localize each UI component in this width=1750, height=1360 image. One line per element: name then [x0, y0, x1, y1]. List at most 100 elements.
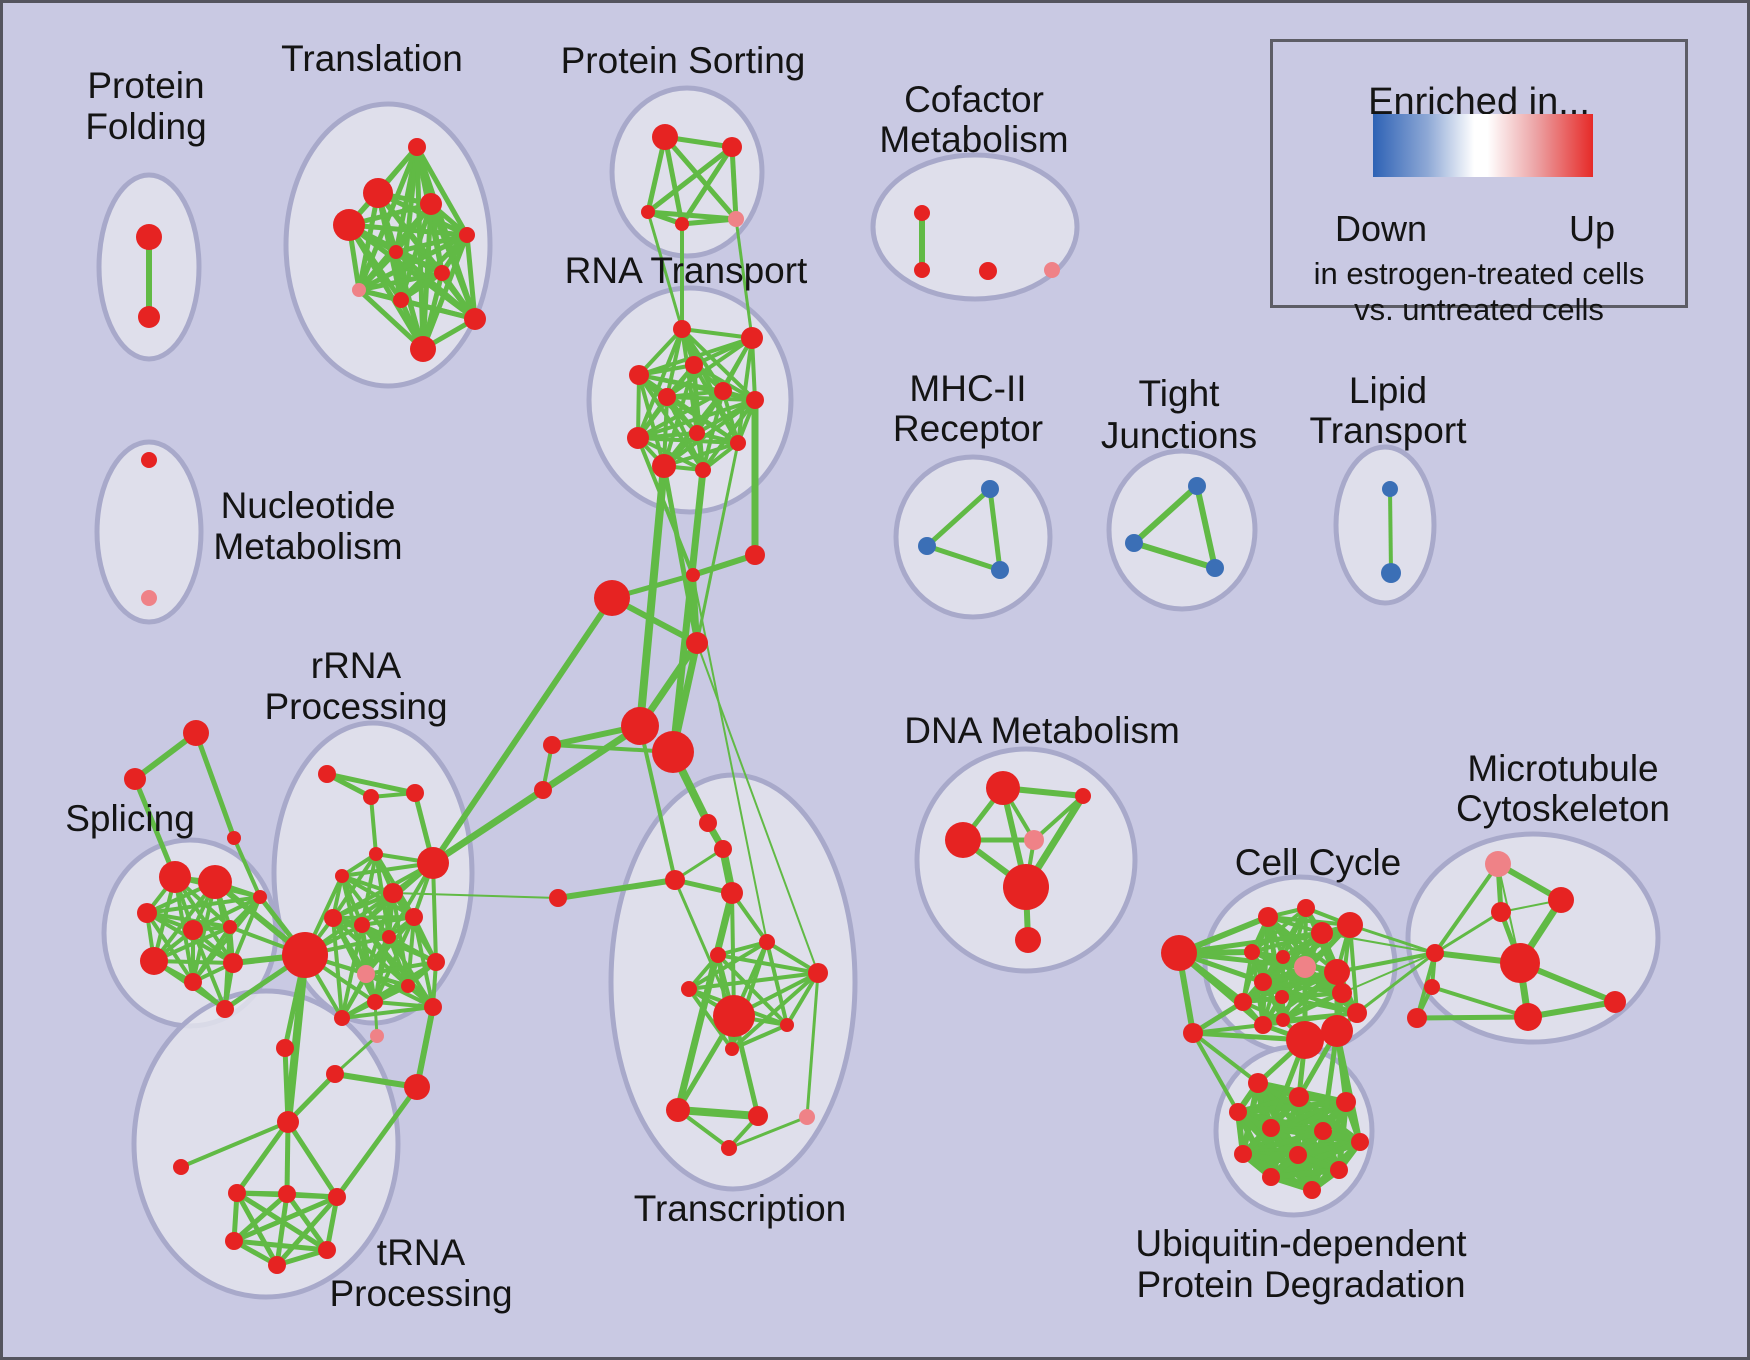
node-cf3 [979, 262, 997, 280]
edge-rna-transport-mesh-rt1-rt7 [680, 327, 757, 402]
cluster-label-line: Metabolism [213, 526, 402, 567]
node-d5 [1015, 927, 1041, 953]
node-u1 [1248, 1073, 1268, 1093]
node-tr12 [748, 1106, 768, 1126]
edge-rbig-thub [284, 954, 309, 1123]
node-r1 [318, 765, 336, 783]
cluster-label-line: Nucleotide [221, 485, 396, 526]
nodes-layer [124, 124, 1626, 1274]
cluster-label-cell-cycle: Cell Cycle [1235, 842, 1402, 883]
edge-rrna-mesh-r14-r15 [341, 1005, 434, 1020]
edge-r6-l3 [392, 892, 559, 899]
edge-c1-b2 [671, 574, 695, 753]
cluster-label-tight-junctions: Tight Junctions [1101, 373, 1257, 456]
node-rp [357, 965, 375, 983]
edge-protein-sorting-mesh-ps1-ps4 [662, 136, 685, 225]
cluster-label-line: Metabolism [879, 119, 1068, 160]
node-nm1 [141, 452, 157, 468]
edge-mt4-mt5 [1527, 999, 1616, 1020]
edge-rna-transport-mesh-rt9-rt10 [637, 436, 739, 445]
edge-b1-tr4 [638, 725, 677, 881]
node-m2 [918, 537, 936, 555]
edge-rrna-mesh-rr-r11 [431, 862, 438, 963]
node-s1 [159, 861, 191, 893]
node-cf1 [914, 205, 930, 221]
node-thub [277, 1111, 299, 1133]
node-tl7 [434, 265, 450, 281]
edge-mtj-mtp [1433, 862, 1500, 955]
edge-tr3-tr11 [674, 892, 736, 1111]
edge-rrna-mesh-r9-r12 [331, 916, 410, 988]
node-tr10 [725, 1042, 739, 1056]
edge-trna-mesh-th3-th6 [275, 1195, 339, 1267]
node-tl1 [408, 138, 426, 156]
edge-mtj-mt2 [1434, 910, 1502, 955]
node-tl10 [410, 336, 436, 362]
edge-protein-sorting-mesh-ps2-ps5 [729, 146, 739, 220]
cluster-label-protein-sorting: Protein Sorting [561, 40, 806, 81]
node-c3 [594, 580, 630, 616]
node-th3 [328, 1188, 346, 1206]
node-tl3 [333, 209, 365, 241]
node-r4 [369, 847, 383, 861]
node-r13 [367, 994, 383, 1010]
node-rt9 [627, 427, 649, 449]
node-d2 [1075, 788, 1091, 804]
edge-rrna-mesh-r9-r15 [331, 917, 344, 1019]
edge-trna-mesh-thub-th2 [284, 1121, 291, 1195]
legend-caption-line1: in estrogen-treated cells [1313, 256, 1645, 291]
node-d4 [1003, 864, 1049, 910]
edge-protein-sorting-mesh-ps3-ps5 [647, 209, 737, 222]
node-tr6 [710, 947, 726, 963]
node-ps4 [675, 217, 689, 231]
node-th4 [225, 1232, 243, 1250]
edge-lt1-lt2 [1388, 488, 1393, 574]
edge-mtj-cc4 [1349, 923, 1436, 955]
node-tl4 [420, 193, 442, 215]
cluster-label-line: RNA Transport [565, 250, 808, 291]
cluster-label-line: Ubiquitin-dependent [1135, 1223, 1467, 1264]
cluster-label-lipid-transport: Lipid Transport [1310, 370, 1468, 451]
node-s7 [184, 973, 202, 991]
cluster-ellipse-cofactor-metabolism [870, 152, 1080, 302]
edge-protein-sorting-mesh-ps2-ps3 [646, 145, 734, 214]
legend-box: Enriched in... Down Up in estrogen-treat… [1270, 39, 1688, 327]
edge-thub-tlone [180, 1120, 289, 1169]
node-rt1 [673, 320, 691, 338]
node-rt8 [689, 425, 705, 441]
edge-mt4-mt6 [1416, 1014, 1529, 1021]
edge-ps5-rt2 [734, 218, 754, 339]
edge-translation-mesh-tl8-tl9 [400, 297, 476, 322]
cluster-label-line: Protein Degradation [1136, 1264, 1465, 1305]
node-rbig [282, 932, 328, 978]
edge-splicing-mesh-s1-s8 [173, 875, 235, 965]
node-r2 [363, 789, 379, 805]
node-cc12 [1276, 1013, 1290, 1027]
edge-tj1-tj3 [1194, 485, 1218, 569]
node-mt5 [1604, 991, 1626, 1013]
node-trbig [713, 995, 755, 1037]
cluster-ellipse-protein-sorting [609, 85, 765, 259]
node-rt10 [730, 435, 746, 451]
node-tj2 [1125, 534, 1143, 552]
node-r9 [324, 909, 342, 927]
node-cc9 [1234, 993, 1252, 1011]
cluster-label-rrna-processing: rRNA Processing [264, 645, 447, 727]
node-l1 [543, 736, 561, 754]
edge-cell-cycle-mesh-cc1-cc4 [1267, 915, 1351, 927]
node-u2 [1289, 1087, 1309, 1107]
node-mt4 [1514, 1003, 1542, 1031]
edge-rna-transport-mesh-rt2-rt5 [665, 336, 754, 399]
edge-rrna-mesh-r7-r9 [332, 915, 415, 920]
node-rt6 [714, 382, 732, 400]
node-tl2 [363, 178, 393, 208]
node-c2 [745, 545, 765, 565]
node-u6 [1314, 1122, 1332, 1140]
edge-mt3-mt4 [1431, 985, 1529, 1019]
node-mt6 [1407, 1008, 1427, 1028]
edge-translation-mesh-tl6-tlp [357, 250, 398, 292]
edge-rrna-mesh-r6-r12 [391, 892, 410, 987]
node-u3 [1336, 1092, 1356, 1112]
edge-rrna-mesh-r4-r9 [331, 852, 378, 920]
